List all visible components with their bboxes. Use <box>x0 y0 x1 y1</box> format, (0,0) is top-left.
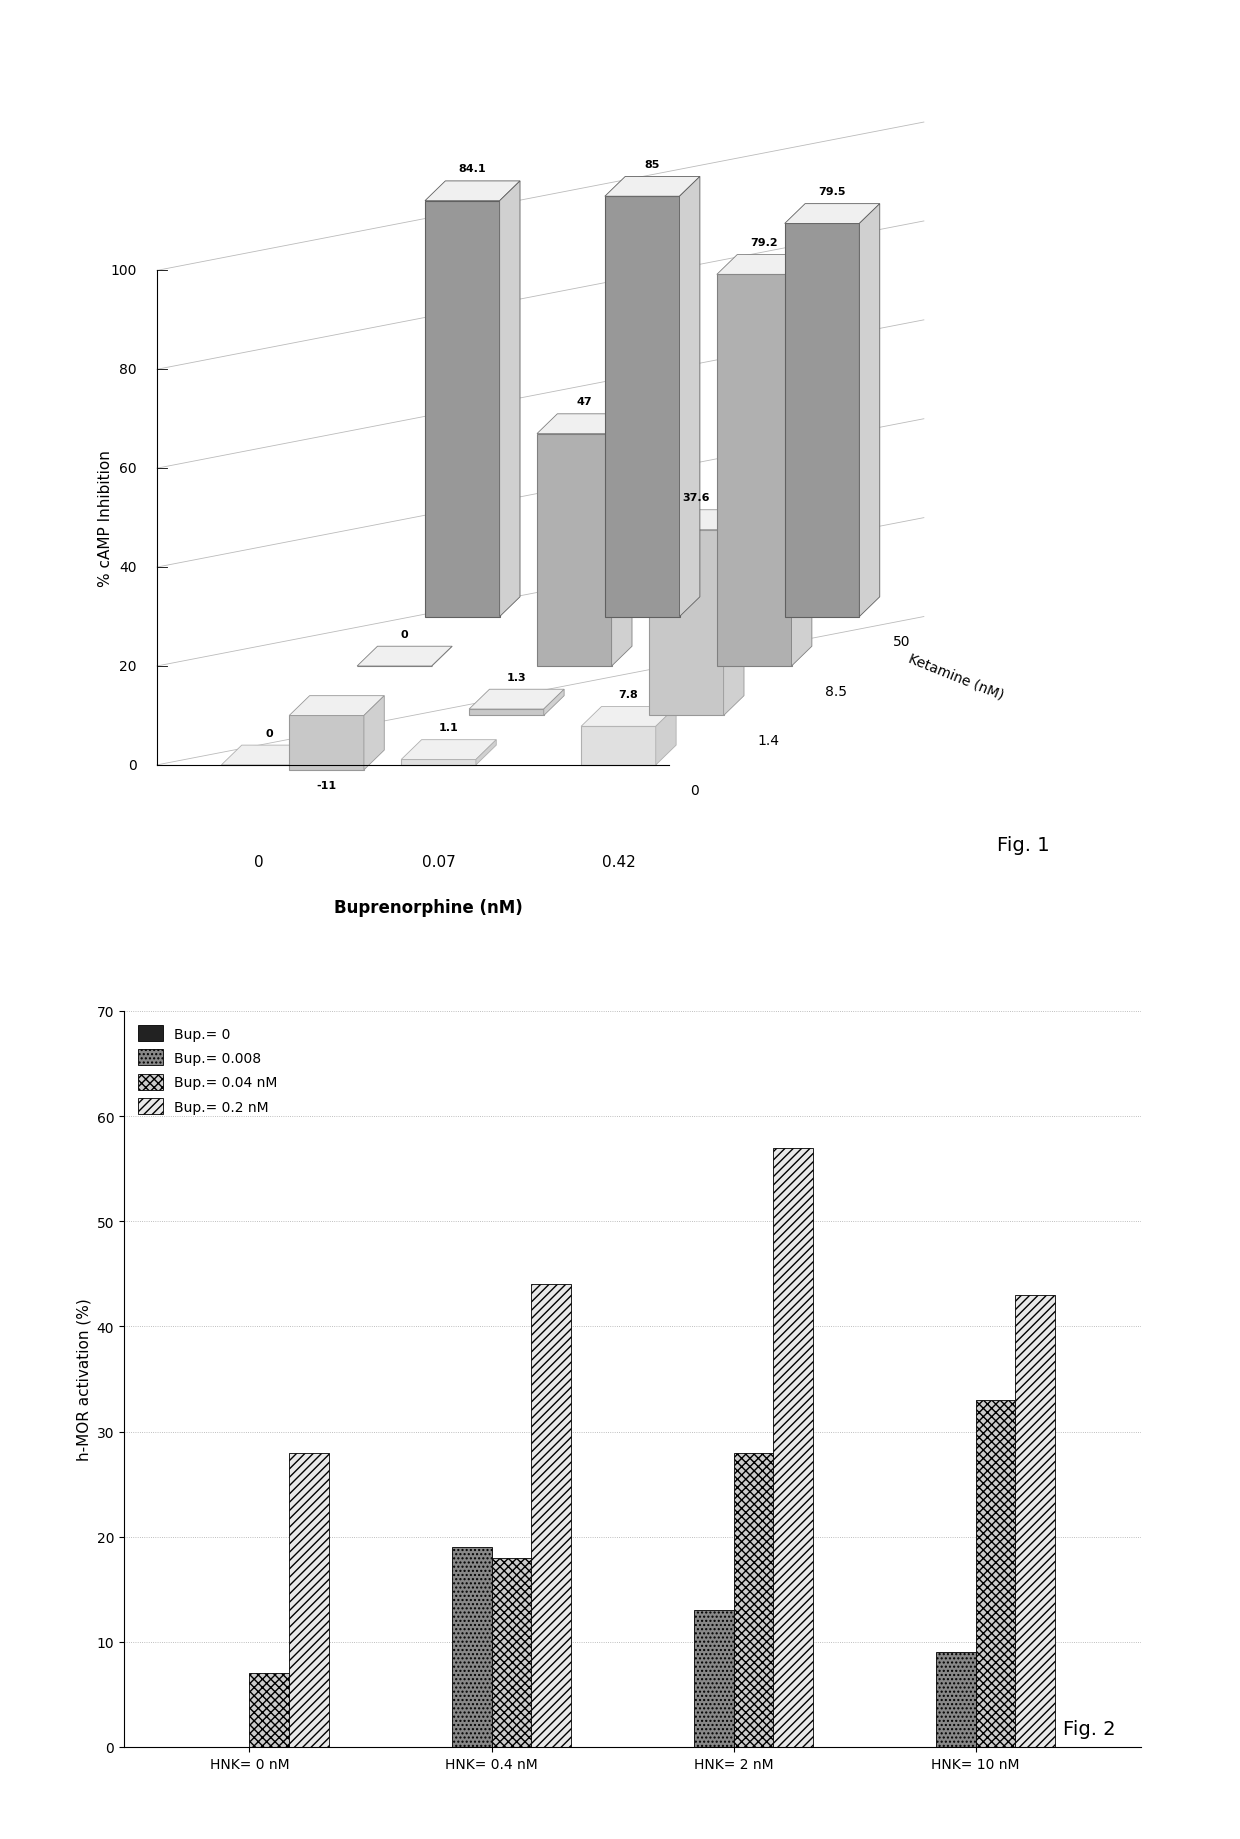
Polygon shape <box>649 511 744 530</box>
Bar <box>774 1148 813 1747</box>
Polygon shape <box>582 708 676 726</box>
Bar <box>491 1558 531 1747</box>
Polygon shape <box>544 690 564 715</box>
Text: 1.1: 1.1 <box>439 723 459 734</box>
Bar <box>469 710 544 715</box>
Text: 0: 0 <box>254 855 264 870</box>
Text: 0: 0 <box>128 758 136 772</box>
Text: 0.42: 0.42 <box>601 855 635 870</box>
Text: 20: 20 <box>119 660 136 673</box>
Text: 84.1: 84.1 <box>459 164 486 175</box>
Bar <box>976 1399 1016 1747</box>
Text: 40: 40 <box>119 561 136 576</box>
Polygon shape <box>289 697 384 715</box>
Polygon shape <box>222 747 316 765</box>
Bar <box>451 1547 491 1747</box>
Bar <box>582 726 656 765</box>
Polygon shape <box>605 177 699 197</box>
Bar <box>425 202 500 618</box>
Bar <box>249 1673 289 1747</box>
Text: % cAMP Inhibition: % cAMP Inhibition <box>98 451 114 587</box>
Bar <box>289 715 363 771</box>
Bar <box>605 197 680 618</box>
Bar <box>936 1653 976 1747</box>
Polygon shape <box>680 177 699 618</box>
Bar <box>734 1453 774 1747</box>
Polygon shape <box>469 690 564 710</box>
Text: 1.4: 1.4 <box>758 734 780 748</box>
Bar <box>402 760 476 765</box>
Text: 50: 50 <box>893 634 911 649</box>
Polygon shape <box>363 697 384 771</box>
Text: 37.6: 37.6 <box>683 493 711 504</box>
Text: Ketamine (nM): Ketamine (nM) <box>906 651 1006 702</box>
Polygon shape <box>785 204 879 224</box>
Polygon shape <box>724 511 744 715</box>
Polygon shape <box>859 204 879 618</box>
Bar <box>717 276 791 666</box>
Polygon shape <box>611 414 632 666</box>
Legend: Bup.= 0, Bup.= 0.008, Bup.= 0.04 nM, Bup.= 0.2 nM: Bup.= 0, Bup.= 0.008, Bup.= 0.04 nM, Bup… <box>131 1019 284 1122</box>
Text: 0: 0 <box>689 783 698 796</box>
Text: Fig. 2: Fig. 2 <box>1064 1719 1116 1738</box>
Bar <box>289 1453 329 1747</box>
Text: 79.5: 79.5 <box>818 188 846 197</box>
Polygon shape <box>537 414 632 434</box>
Polygon shape <box>656 708 676 765</box>
Polygon shape <box>500 182 520 618</box>
Polygon shape <box>425 182 520 202</box>
Polygon shape <box>717 256 812 276</box>
Text: 80: 80 <box>119 362 136 377</box>
Text: 60: 60 <box>119 462 136 476</box>
Polygon shape <box>402 741 496 760</box>
Polygon shape <box>432 647 453 666</box>
Bar <box>537 434 611 666</box>
Text: 7.8: 7.8 <box>619 690 639 701</box>
Text: 8.5: 8.5 <box>826 684 847 699</box>
Polygon shape <box>296 747 316 765</box>
Polygon shape <box>357 647 453 666</box>
Text: 0: 0 <box>401 629 408 640</box>
Bar <box>785 224 859 618</box>
Polygon shape <box>791 256 812 666</box>
Text: 85: 85 <box>645 160 660 169</box>
Y-axis label: h-MOR activation (%): h-MOR activation (%) <box>76 1298 91 1460</box>
Bar <box>1016 1295 1055 1747</box>
Polygon shape <box>476 741 496 765</box>
Text: 0: 0 <box>265 728 273 737</box>
Text: Buprenorphine (nM): Buprenorphine (nM) <box>334 899 523 918</box>
Bar <box>694 1611 734 1747</box>
Text: 47: 47 <box>577 397 593 406</box>
Bar <box>531 1285 570 1747</box>
Text: 0.07: 0.07 <box>422 855 455 870</box>
Text: Fig. 1: Fig. 1 <box>997 835 1049 855</box>
Bar <box>649 530 724 715</box>
Text: 1.3: 1.3 <box>507 673 527 682</box>
Text: -11: -11 <box>316 780 336 791</box>
Text: 100: 100 <box>110 265 136 278</box>
Text: 79.2: 79.2 <box>750 237 779 248</box>
